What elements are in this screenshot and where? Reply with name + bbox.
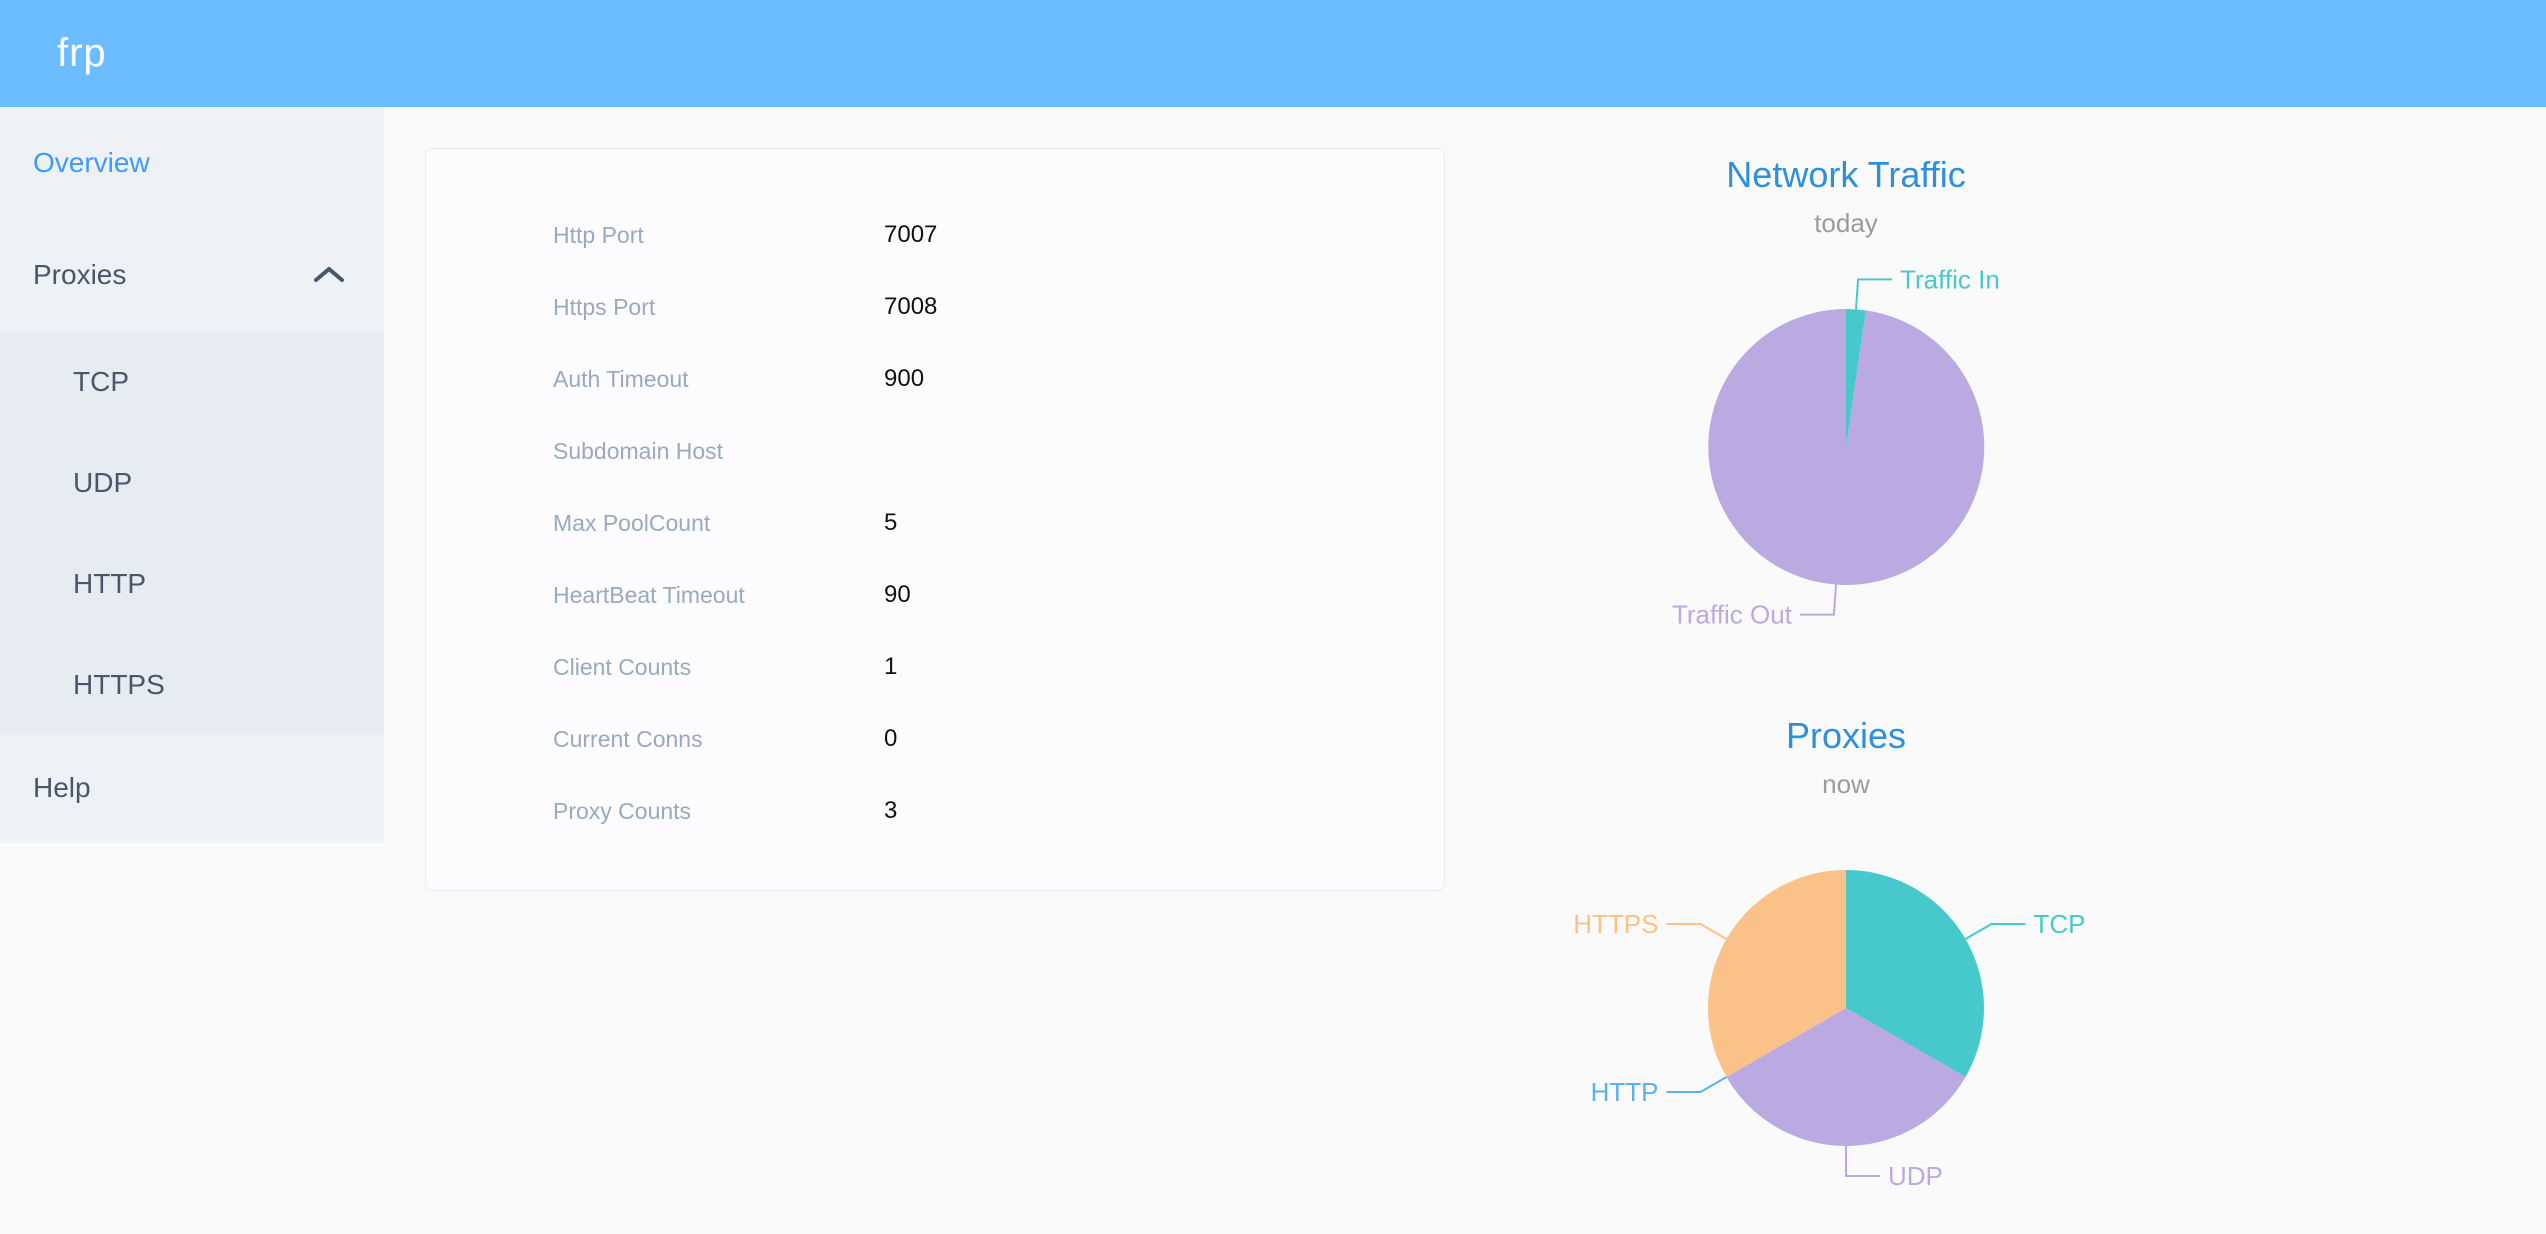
config-row: Proxy Counts 3 <box>426 775 1444 847</box>
config-label: Subdomain Host <box>553 437 724 464</box>
sidebar-item-proxies[interactable]: Proxies <box>0 219 384 331</box>
config-row: Http Port 7007 <box>426 199 1444 271</box>
slice-label-https: HTTPS <box>1573 909 1658 939</box>
sidebar-item-udp[interactable]: UDP <box>0 432 384 533</box>
sidebar-item-label: HTTP <box>73 567 147 599</box>
pie-slice-tcp[interactable] <box>1846 870 1984 1077</box>
chevron-up-icon <box>314 267 344 282</box>
app-header: frp <box>0 0 2546 107</box>
config-label: Auth Timeout <box>553 365 689 392</box>
proxies-chart: Proxies now TCP UDP HTTP HTTPS <box>1496 709 2196 1189</box>
sidebar-item-label: HTTPS <box>73 668 165 700</box>
slice-label-traffic-in: Traffic In <box>1900 264 2000 294</box>
config-row: Max PoolCount 5 <box>426 487 1444 559</box>
config-row: Client Counts 1 <box>426 631 1444 703</box>
config-value: 900 <box>884 365 925 392</box>
label-line-http <box>1666 1076 1727 1093</box>
pie-slice-traffic-out[interactable] <box>1708 309 1985 585</box>
config-label: Proxy Counts <box>553 797 692 824</box>
slice-label-tcp: TCP <box>2034 909 2086 939</box>
sidebar-item-overview[interactable]: Overview <box>0 107 384 219</box>
config-row: Subdomain Host <box>426 415 1444 487</box>
config-value: 1 <box>884 653 898 680</box>
config-label: HeartBeat Timeout <box>553 581 745 608</box>
sidebar-item-help[interactable]: Help <box>0 735 384 841</box>
sidebar-item-tcp[interactable]: TCP <box>0 331 384 432</box>
sidebar-item-label: UDP <box>73 466 133 498</box>
network-traffic-chart: Network Traffic today Traffic In Traffic … <box>1496 148 2196 628</box>
label-line-tcp <box>1965 923 2026 940</box>
config-value: 7007 <box>884 221 938 248</box>
app-logo: frp <box>57 31 107 75</box>
proxies-submenu: TCP UDP HTTP HTTPS <box>0 331 384 735</box>
slice-label-udp: UDP <box>1888 1161 1943 1189</box>
sidebar-item-http[interactable]: HTTP <box>0 533 384 634</box>
config-label: Current Conns <box>553 725 703 752</box>
config-label: Client Counts <box>553 653 692 680</box>
sidebar: Overview Proxies TCP UDP HTTP HTTPS Help <box>0 107 384 843</box>
sidebar-item-label: Proxies <box>33 259 127 290</box>
config-value: 90 <box>884 581 911 608</box>
label-line-https <box>1666 923 1727 940</box>
server-overview-card: Http Port 7007 Https Port 7008 Auth Timeout 9… <box>425 148 1445 891</box>
config-value: 7008 <box>884 293 938 320</box>
config-row: Https Port 7008 <box>426 271 1444 343</box>
config-label: Max PoolCount <box>553 509 711 536</box>
pie-slice-udp[interactable] <box>1726 1008 1966 1146</box>
proxies-pie: TCP UDP HTTP HTTPS <box>1573 870 2086 1189</box>
config-row: Auth Timeout 900 <box>426 343 1444 415</box>
chart-title: Network Traffic <box>1726 154 1966 195</box>
chart-subtitle: today <box>1814 208 1878 238</box>
label-line-traffic-in <box>1855 278 1893 310</box>
sidebar-item-label: TCP <box>73 365 129 397</box>
config-label: Https Port <box>553 293 656 320</box>
config-list: Http Port 7007 Https Port 7008 Auth Timeout 9… <box>426 199 1444 847</box>
label-line-udp <box>1845 1146 1880 1177</box>
chart-title: Proxies <box>1785 715 1907 756</box>
pie-slice-traffic-in[interactable] <box>1846 308 1866 447</box>
slice-label-traffic-out: Traffic Out <box>1672 600 1793 628</box>
config-label: Http Port <box>553 221 644 248</box>
label-line-traffic-out <box>1799 584 1837 616</box>
config-value: 3 <box>884 797 898 824</box>
pie-slice-https[interactable] <box>1708 870 1846 1077</box>
network-traffic-pie: Traffic In Traffic Out <box>1672 264 2000 628</box>
config-value: 0 <box>884 725 898 752</box>
sidebar-item-label: Help <box>33 772 91 803</box>
chart-subtitle: now <box>1822 769 1870 799</box>
config-value: 5 <box>884 509 898 536</box>
slice-label-http: HTTP <box>1591 1077 1659 1107</box>
config-row: Current Conns 0 <box>426 703 1444 775</box>
sidebar-item-https[interactable]: HTTPS <box>0 634 384 735</box>
sidebar-item-label: Overview <box>33 147 150 178</box>
config-row: HeartBeat Timeout 90 <box>426 559 1444 631</box>
